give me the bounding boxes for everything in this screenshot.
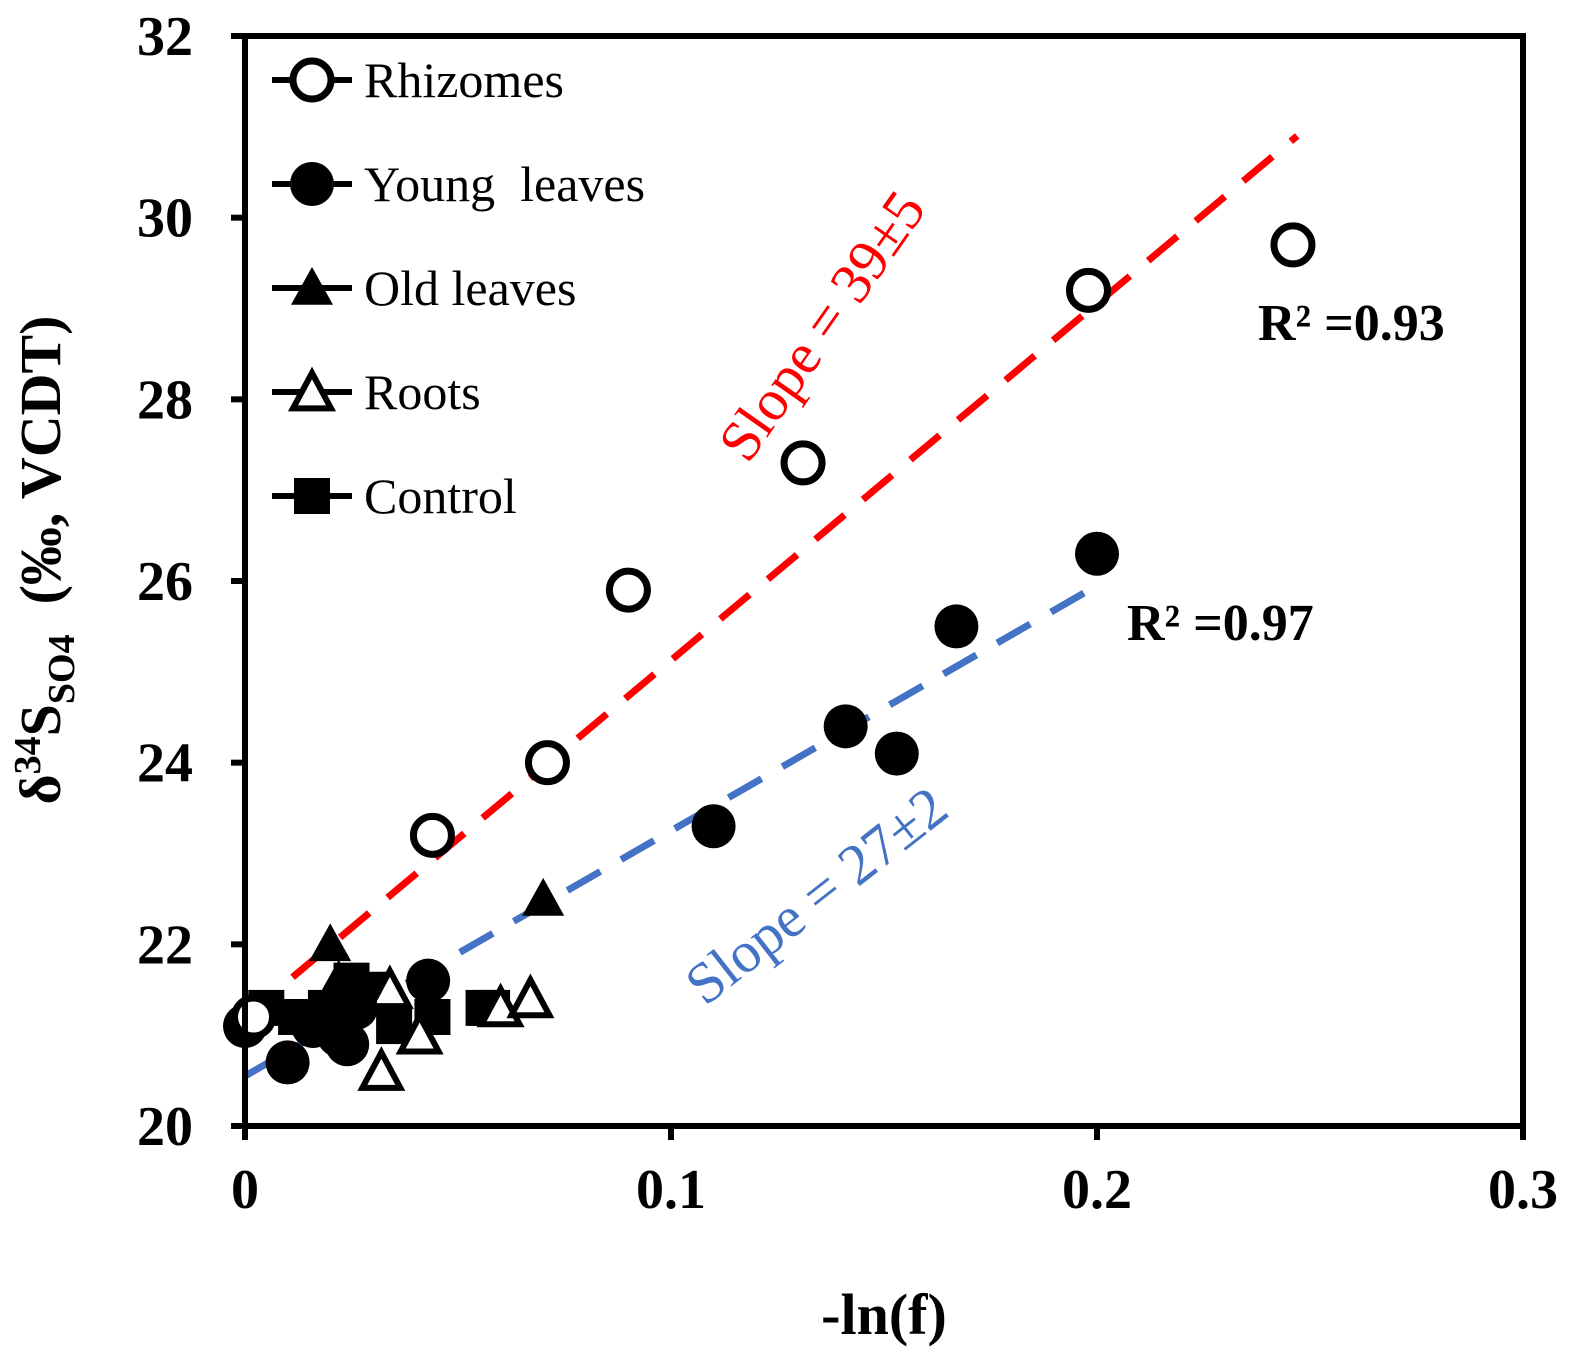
rhizomes-fit-line [242, 133, 1300, 1020]
slope-rhizomes-label: Slope = 39±5 [705, 179, 938, 472]
legend-label-young-leaves: Young leaves [364, 156, 645, 212]
y-axis-title: δ34SSO4 (‰, VCDT) [7, 315, 83, 804]
legend-item-roots: Roots [272, 364, 481, 420]
young-leaves-fit-line [243, 582, 1099, 1080]
legend-label-roots: Roots [364, 364, 481, 420]
y-axis-units: (‰, VCDT) [8, 315, 73, 604]
y-tick-label-6: 32 [137, 6, 193, 68]
legend-item-rhizomes: Rhizomes [272, 52, 564, 108]
rhizomes-point-2 [524, 740, 570, 786]
y-tick-label-5: 30 [137, 188, 193, 250]
old-leaves-point-0 [309, 923, 352, 962]
rhizomes-point-6 [1270, 222, 1316, 268]
x-tick-label-2: 0.2 [1062, 1159, 1132, 1221]
y-tick-label-4: 28 [137, 369, 193, 431]
rhizomes-point-4 [780, 440, 826, 486]
y-tick-label-2: 24 [137, 733, 193, 795]
legend-label-old-leaves: Old leaves [364, 260, 576, 316]
data-markers [223, 222, 1316, 1091]
young-leaves-point-1 [265, 1040, 310, 1085]
axis-ticks: 0 0.1 0.2 0.3 20 22 24 26 28 30 32 [137, 6, 1558, 1221]
young-leaves-point-8 [823, 704, 868, 749]
legend-label-rhizomes: Rhizomes [364, 52, 564, 108]
roots-point-4 [506, 973, 555, 1019]
x-tick-label-3: 0.3 [1488, 1159, 1558, 1221]
legend-marker-roots [287, 366, 337, 412]
y-tick-label-1: 22 [137, 914, 193, 976]
legend-item-young-leaves: Young leaves [272, 156, 645, 212]
young-leaves-point-10 [934, 604, 979, 649]
x-tick-label-0: 0 [231, 1159, 259, 1221]
legend-marker-young-leaves [290, 162, 334, 206]
young-leaves-point-9 [874, 731, 919, 776]
rhizomes-point-3 [605, 567, 651, 613]
y-axis-delta: δ [8, 774, 73, 804]
young-leaves-point-4 [325, 1022, 370, 1067]
legend-marker-rhizomes [289, 57, 335, 103]
legend-item-old-leaves: Old leaves [272, 260, 576, 316]
y-tick-label-0: 20 [137, 1096, 193, 1158]
rhizomes-point-1 [409, 812, 455, 858]
roots-point-2 [395, 1009, 444, 1055]
rhizomes-point-0 [231, 994, 277, 1040]
old-leaves-point-2 [522, 877, 565, 916]
roots-point-0 [357, 1046, 406, 1091]
roots-point-1 [365, 964, 414, 1010]
x-axis-title: -ln(f) [821, 1282, 947, 1347]
y-axis-subscript: SO4 [41, 634, 83, 704]
young-leaves-point-6 [406, 958, 451, 1003]
y-axis-element: S [8, 704, 73, 736]
young-leaves-point-11 [1075, 531, 1119, 576]
fit-lines [242, 133, 1300, 1080]
legend-item-control: Control [272, 468, 517, 524]
y-tick-label-3: 26 [137, 551, 193, 613]
legend-marker-control [294, 478, 330, 514]
y-axis-mass-number: 34 [7, 736, 49, 774]
legend: Rhizomes Young leaves Old leaves Roots Contr… [272, 52, 645, 524]
r2-rhizomes-label: R² =0.93 [1258, 295, 1445, 352]
x-tick-label-1: 0.1 [636, 1159, 706, 1221]
young-leaves-point-7 [691, 804, 736, 849]
legend-marker-old-leaves [291, 267, 333, 305]
rhizomes-point-5 [1065, 267, 1111, 313]
young-leaves-point-5 [333, 985, 378, 1030]
legend-label-control: Control [364, 468, 517, 524]
r2-young-leaves-label: R² =0.97 [1127, 595, 1314, 652]
